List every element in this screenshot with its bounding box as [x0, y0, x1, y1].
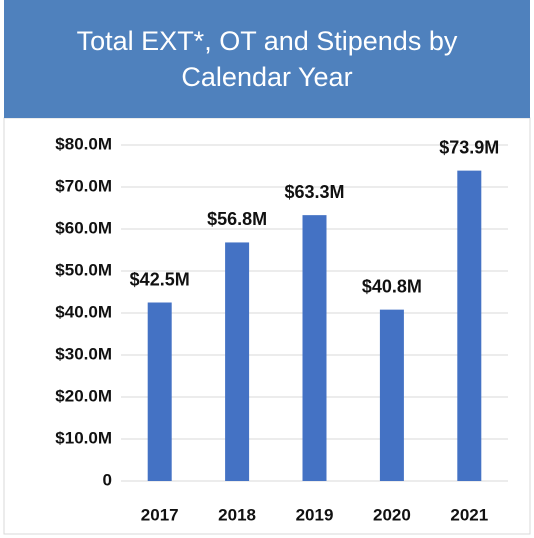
x-tick-label: 2017 [141, 505, 179, 524]
x-tick-label: 2019 [296, 505, 334, 524]
x-tick-label: 2021 [450, 505, 488, 524]
x-tick-label: 2020 [373, 505, 411, 524]
data-label: $73.9M [439, 137, 499, 157]
bar [457, 170, 482, 481]
y-tick-label: $10.0M [55, 428, 112, 447]
bar [225, 242, 250, 481]
bar [379, 309, 404, 481]
y-tick-label: $20.0M [55, 386, 112, 405]
y-tick-label: $40.0M [55, 302, 112, 321]
y-tick-label: $50.0M [55, 260, 112, 279]
y-tick-label: $60.0M [55, 218, 112, 237]
x-tick-label: 2018 [218, 505, 256, 524]
y-tick-label: 0 [103, 470, 112, 489]
y-tick-label: $70.0M [55, 176, 112, 195]
y-tick-label: $30.0M [55, 344, 112, 363]
bar [147, 302, 172, 481]
chart-title: Total EXT*, OT and Stipends by Calendar … [4, 0, 530, 118]
data-label: $42.5M [130, 269, 190, 289]
data-label: $63.3M [284, 182, 344, 202]
data-label: $56.8M [207, 209, 267, 229]
data-label: $40.8M [362, 276, 422, 296]
y-tick-label: $80.0M [55, 134, 112, 153]
bar [302, 215, 327, 481]
